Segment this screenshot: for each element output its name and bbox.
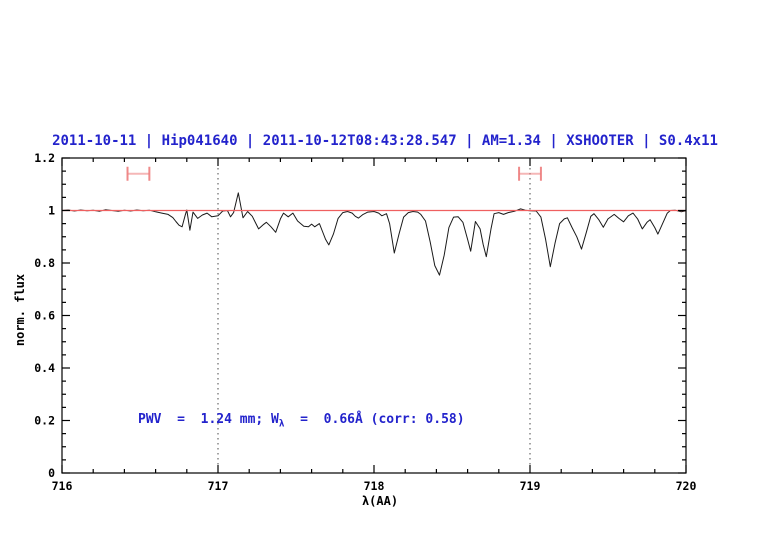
spectrum-line: [61, 192, 687, 276]
y-tick-label: 0.4: [34, 361, 55, 375]
plot-title: 2011-10-11 | Hip041640 | 2011-10-12T08:4…: [52, 133, 718, 149]
pwv-annotation-subscript: λ: [278, 418, 285, 430]
pwv-annotation-text: PWV = 1.24 mm; W: [138, 412, 279, 427]
pwv-annotation-text-2: = 0.66Å (corr: 0.58): [284, 412, 465, 427]
y-tick-label: 0.8: [34, 256, 55, 270]
y-tick-label: 1: [48, 204, 55, 218]
x-axis-label: λ(AA): [361, 494, 399, 508]
y-tick-label: 0.2: [34, 414, 55, 428]
y-tick-label: 0: [48, 466, 55, 480]
y-tick-label: 1.2: [34, 151, 55, 165]
pwv-annotation: PWV = 1.24 mm; Wλ = 0.66Å (corr: 0.58): [138, 412, 465, 430]
x-tick-label: 716: [52, 479, 73, 493]
x-tick-label: 717: [208, 479, 229, 493]
y-tick-label: 0.6: [34, 309, 55, 323]
x-tick-label: 718: [364, 479, 385, 493]
x-tick-label: 719: [520, 479, 541, 493]
x-tick-label: 720: [676, 479, 697, 493]
